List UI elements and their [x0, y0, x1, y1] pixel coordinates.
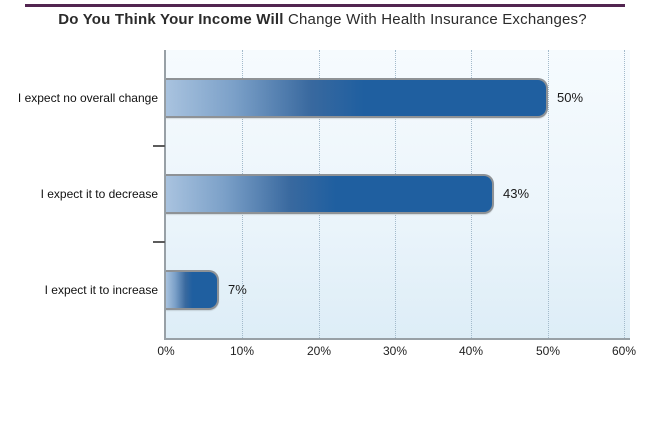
- x-tick-label-40: 40%: [458, 344, 484, 358]
- bar-1: [166, 78, 548, 118]
- bar-2: [166, 174, 494, 214]
- x-tick-label-50: 50%: [535, 344, 561, 358]
- chart-title: Do You Think Your Income Will Change Wit…: [0, 11, 645, 28]
- gridline-50: [548, 50, 549, 338]
- y-axis-boundary-tick-2: [153, 241, 165, 243]
- chart-title-bold: Do You Think Your Income Will: [58, 11, 284, 28]
- bar-value-label-2: 43%: [503, 186, 530, 201]
- chart-title-regular: Change With Health Insurance Exchanges?: [283, 11, 587, 28]
- x-tick-label-0: 0%: [157, 344, 175, 358]
- gridline-60: [624, 50, 625, 338]
- accent-top-rule: [25, 4, 625, 7]
- y-axis-boundary-tick-1: [153, 145, 165, 147]
- x-tick-label-10: 10%: [229, 344, 255, 358]
- category-label-3: I expect it to increase: [44, 283, 158, 297]
- x-tick-label-60: 60%: [611, 344, 637, 358]
- plot-area: [164, 50, 630, 340]
- bar-3: [166, 270, 219, 310]
- x-tick-label-20: 20%: [306, 344, 332, 358]
- category-label-1: I expect no overall change: [17, 91, 158, 105]
- bar-value-label-3: 7%: [228, 282, 247, 297]
- x-tick-label-30: 30%: [382, 344, 408, 358]
- category-label-2: I expect it to decrease: [40, 187, 158, 201]
- bar-value-label-1: 50%: [557, 90, 584, 105]
